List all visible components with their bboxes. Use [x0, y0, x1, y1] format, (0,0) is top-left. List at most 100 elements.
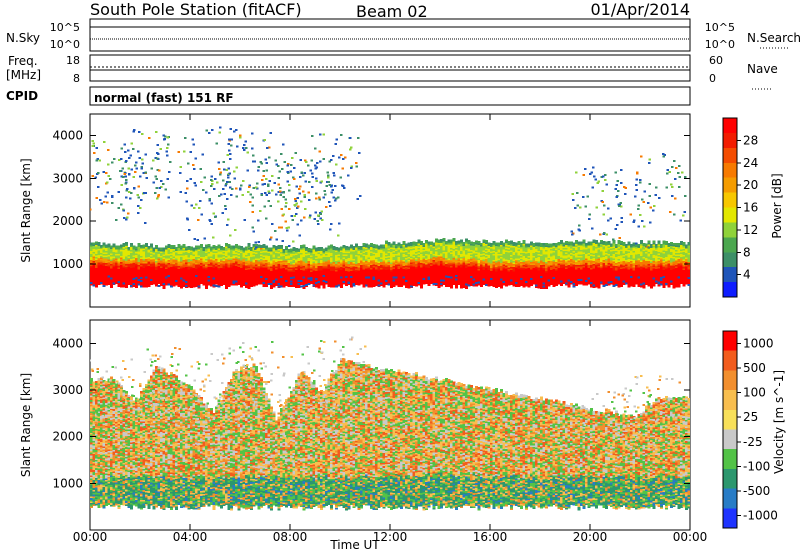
power-heat-cell	[475, 252, 478, 255]
power-heat-cell	[372, 244, 376, 247]
power-heat-cell	[282, 264, 286, 267]
power-heat-cell	[417, 253, 421, 256]
power-heat-cell	[510, 242, 513, 245]
power-heat-cell	[482, 251, 486, 254]
power-heat-cell	[477, 255, 481, 259]
power-heat-cell	[480, 268, 483, 271]
power-heat-cell	[312, 245, 316, 248]
power-heat-cell	[312, 266, 316, 269]
power-heat-cell	[137, 260, 141, 264]
power-heat-cell	[217, 249, 221, 252]
power-heat-cell	[225, 281, 228, 285]
power-heat-cell	[212, 255, 216, 258]
power-heat-cell	[407, 249, 411, 253]
power-heat-cell	[112, 251, 116, 254]
power-heat-cell	[365, 249, 368, 252]
power-heat-cell	[477, 279, 481, 283]
power-heat-cell	[227, 278, 231, 281]
power-heat-cell	[382, 280, 386, 284]
power-heat-cell	[180, 251, 183, 255]
power-heat-cell	[182, 269, 186, 272]
power-heat-cell	[155, 261, 158, 265]
power-heat-cell	[167, 252, 171, 256]
power-heat-cell	[417, 272, 421, 276]
power-heat-cell	[365, 277, 368, 281]
power-heat-cell	[302, 277, 306, 280]
power-low-blue-cell	[440, 283, 443, 286]
power-heat-cell	[225, 250, 228, 253]
power-heat-cell	[212, 265, 216, 269]
power-heat-cell	[347, 258, 351, 261]
power-heat-cell	[460, 283, 463, 286]
power-heat-cell	[432, 268, 436, 271]
power-heat-cell	[390, 260, 393, 263]
power-heat-cell	[450, 257, 453, 261]
power-heat-cell	[512, 267, 516, 271]
power-heat-cell	[275, 249, 278, 252]
power-heat-cell	[225, 280, 228, 283]
power-heat-cell	[317, 278, 321, 282]
date-title: 01/Apr/2014	[590, 0, 690, 19]
power-heat-cell	[525, 258, 528, 261]
power-heat-cell	[182, 251, 186, 254]
power-heat-cell	[475, 255, 478, 258]
power-heat-cell	[167, 267, 171, 271]
power-heat-cell	[142, 253, 146, 256]
power-heat-cell	[377, 266, 381, 270]
power-heat-cell	[195, 266, 198, 270]
power-heat-cell	[255, 283, 258, 286]
power-heat-cell	[270, 256, 273, 259]
power-heat-cell	[225, 271, 228, 274]
power-heat-cell	[455, 256, 458, 259]
power-heat-cell	[180, 259, 183, 262]
power-heat-cell	[117, 245, 121, 248]
power-heat-cell	[255, 266, 258, 270]
power-heat-cell	[160, 253, 163, 257]
power-low-blue-cell	[140, 276, 143, 279]
power-heat-cell	[177, 263, 181, 266]
power-heat-cell	[307, 280, 311, 284]
power-heat-cell	[357, 268, 361, 271]
power-heat-cell	[152, 258, 156, 261]
power-heat-cell	[212, 244, 216, 248]
power-heat-cell	[350, 265, 353, 269]
nave-top-tick: 60	[709, 54, 723, 67]
power-heat-cell	[450, 245, 453, 249]
power-heat-cell	[375, 261, 378, 264]
power-heat-cell	[185, 247, 188, 251]
power-heat-cell	[250, 269, 253, 272]
power-heat-cell	[250, 261, 253, 265]
power-heat-cell	[245, 276, 248, 280]
power-heat-cell	[437, 251, 441, 254]
power-low-blue-cell	[185, 280, 188, 283]
power-heat-cell	[475, 264, 478, 267]
power-heat-cell	[495, 267, 498, 271]
power-heat-cell	[525, 266, 528, 269]
power-heat-cell	[375, 268, 378, 272]
power-heat-cell	[100, 256, 103, 260]
power-heat-cell	[307, 279, 311, 282]
power-heat-cell	[370, 255, 373, 258]
power-heat-cell	[365, 250, 368, 254]
power-heat-cell	[335, 257, 338, 260]
power-heat-cell	[232, 283, 236, 286]
power-heat-cell	[265, 275, 268, 278]
power-heat-cell	[107, 273, 111, 277]
power-heat-cell	[452, 258, 456, 262]
power-heat-cell	[512, 248, 516, 251]
power-heat-cell	[142, 261, 146, 264]
power-heat-cell	[190, 246, 193, 249]
power-heat-cell	[430, 280, 433, 283]
power-heat-cell	[377, 260, 381, 264]
power-heat-cell	[100, 270, 103, 273]
power-heat-cell	[505, 276, 508, 280]
power-heat-cell	[265, 283, 268, 286]
power-heat-cell	[197, 272, 201, 276]
power-heat-cell	[162, 266, 166, 270]
power-heat-cell	[135, 261, 138, 264]
power-heat-cell	[95, 272, 98, 276]
power-heat-cell	[212, 280, 216, 284]
power-heat-cell	[505, 249, 508, 253]
power-heat-cell	[497, 247, 501, 250]
power-heat-cell	[447, 271, 451, 274]
